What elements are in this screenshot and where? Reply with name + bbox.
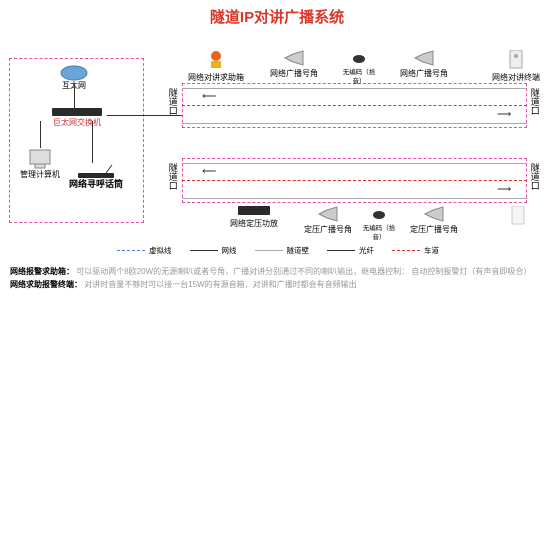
legend-line xyxy=(190,250,218,251)
lane-line xyxy=(182,105,527,106)
term-icon xyxy=(487,50,545,73)
tunnel-left-label: 隧道口 xyxy=(167,163,178,190)
pc-label: 管理计算机 xyxy=(20,170,60,179)
legend-line xyxy=(392,250,420,251)
device-horn: 定压广播号角 xyxy=(299,206,357,235)
legend-item: 车道 xyxy=(392,245,439,256)
device-amp: 网络定压功放 xyxy=(225,206,283,229)
device-label: 网络定压功放 xyxy=(230,219,278,228)
note-title: 网络报警求助箱： xyxy=(10,267,74,276)
mic-label: 网络寻呼话筒 xyxy=(69,179,123,189)
conn-line xyxy=(92,121,93,163)
device-term: 网络对讲终端 xyxy=(487,50,545,83)
device-label: 网络对讲终端 xyxy=(492,73,540,82)
legend-item: 光纤 xyxy=(327,245,374,256)
note-extra: 自动控制报警灯（有声音即吸合） xyxy=(411,267,531,276)
note-line: 网络报警求助箱： 可以驱动两个8欧20W的无源喇叭或者号角，广播对讲分别通过不同… xyxy=(10,266,544,279)
spk-icon xyxy=(359,210,399,223)
legend-label: 虚拟线 xyxy=(149,245,172,256)
switch-label: 巨太网交换机 xyxy=(53,118,101,127)
device-label: 网络广播号角 xyxy=(400,69,448,78)
lane-line xyxy=(182,180,527,181)
tunnel-wall xyxy=(182,123,527,124)
horn-icon xyxy=(265,50,323,69)
tunnel-wall xyxy=(182,198,527,199)
tunnel-right-label: 隧道口 xyxy=(529,88,540,115)
device-label: 无编码（拾音） xyxy=(343,69,376,85)
horn-icon xyxy=(405,206,463,225)
diagram-area: 互太网 巨太网交换机 管理计算机 网络寻呼话筒 隧道口 隧道口 ⟵ ⟶ 网络对讲… xyxy=(7,33,547,258)
device-horn: 网络广播号角 xyxy=(265,50,323,79)
device-horn: 网络广播号角 xyxy=(395,50,453,79)
tunnel-wall xyxy=(182,163,527,164)
note-title: 网络求助报警终端： xyxy=(10,280,82,289)
conn-line xyxy=(40,121,41,148)
spk-icon xyxy=(339,54,379,67)
arrow-icon: ⟵ xyxy=(202,91,216,102)
legend-label: 隧道壁 xyxy=(287,245,310,256)
legend-label: 网线 xyxy=(222,245,237,256)
device-label: 网络对讲求助箱 xyxy=(188,73,244,82)
legend-label: 车道 xyxy=(424,245,439,256)
pc-device: 管理计算机 xyxy=(19,148,61,180)
device-label: 网络广播号角 xyxy=(270,69,318,78)
device-label: 无编码（拾音） xyxy=(363,225,396,241)
legend-line xyxy=(327,250,355,251)
device-label: 定压广播号角 xyxy=(304,225,352,234)
device-term2 xyxy=(489,206,547,230)
page-title: 隧道IP对讲广播系统 xyxy=(0,0,554,33)
note-desc: 可以驱动两个8欧20W的无源喇叭或者号角，广播对讲分别通过不同的喇叭输出，继电器… xyxy=(76,267,409,276)
switch-device: 巨太网交换机 xyxy=(47,108,107,128)
device-alarm: 网络对讲求助箱 xyxy=(187,50,245,83)
conn-line xyxy=(74,83,75,108)
amp-icon xyxy=(225,206,283,219)
notes: 网络报警求助箱： 可以驱动两个8欧20W的无源喇叭或者号角，广播对讲分别通过不同… xyxy=(10,266,544,292)
device-spk: 无编码（拾音） xyxy=(339,54,379,85)
legend-item: 虚拟线 xyxy=(117,245,172,256)
device-spk: 无编码（拾音） xyxy=(359,210,399,241)
tunnel-right-label: 隧道口 xyxy=(529,163,540,190)
note-line: 网络求助报警终端： 对讲时音量不够时可以接一台15W的有源音箱，对讲和广播时都会… xyxy=(10,279,544,292)
conn-line xyxy=(107,115,182,116)
legend-item: 网线 xyxy=(190,245,237,256)
alarm-icon xyxy=(187,50,245,73)
legend-label: 光纤 xyxy=(359,245,374,256)
horn-icon xyxy=(395,50,453,69)
tunnel-wall xyxy=(182,88,527,89)
legend: 虚拟线 网线 隧道壁 光纤 车道 xyxy=(117,245,517,256)
legend-line xyxy=(255,250,283,251)
device-horn: 定压广播号角 xyxy=(405,206,463,235)
device-label: 定压广播号角 xyxy=(410,225,458,234)
arrow-icon: ⟶ xyxy=(497,184,511,195)
note-desc: 对讲时音量不够时可以接一台15W的有源音箱，对讲和广播时都会有音频输出 xyxy=(84,280,356,289)
arrow-icon: ⟶ xyxy=(497,109,511,120)
term2-icon xyxy=(489,206,547,229)
arrow-icon: ⟵ xyxy=(202,166,216,177)
legend-line xyxy=(117,250,145,251)
tunnel-left-label: 隧道口 xyxy=(167,88,178,115)
horn-icon xyxy=(299,206,357,225)
mic-device: 网络寻呼话筒 xyxy=(62,163,130,190)
legend-item: 隧道壁 xyxy=(255,245,310,256)
